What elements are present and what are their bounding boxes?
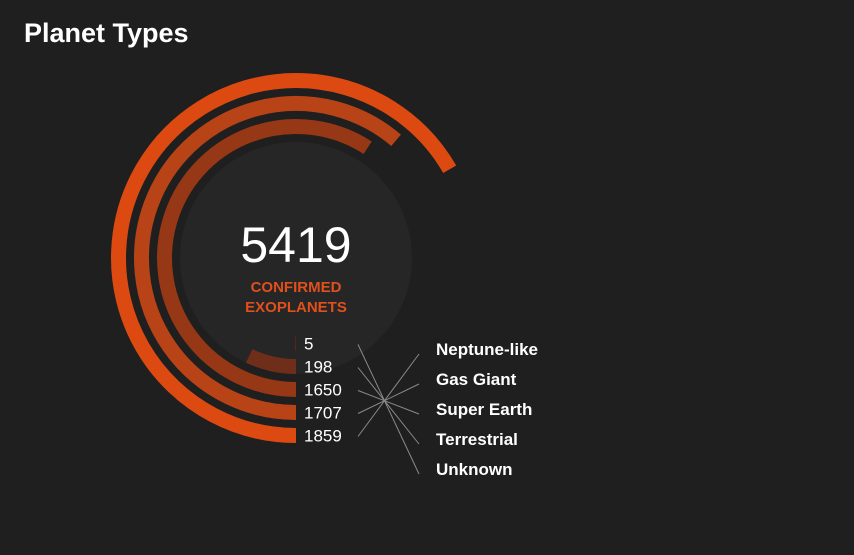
value-label-unknown: 5 — [304, 335, 313, 354]
arc-neptune-like — [111, 73, 457, 443]
value-label-neptune-like: 1859 — [304, 427, 342, 446]
arc-terrestrial — [245, 349, 297, 374]
arc-gas-giant — [134, 96, 401, 420]
leader-line-gas-giant — [357, 383, 420, 414]
label-group: 1859 Neptune-like 1707 Gas Giant 1650 Super E… — [304, 335, 538, 480]
category-label-neptune-like: Neptune-like — [436, 340, 538, 359]
page-title: Planet Types — [24, 18, 189, 48]
category-label-super-earth: Super Earth — [436, 400, 532, 419]
caption-line-2: EXOPLANETS — [245, 299, 347, 316]
category-label-unknown: Unknown — [436, 460, 513, 479]
value-label-super-earth: 1650 — [304, 381, 342, 400]
category-label-terrestrial: Terrestrial — [436, 430, 518, 449]
category-label-gas-giant: Gas Giant — [436, 370, 517, 389]
value-label-terrestrial: 198 — [304, 358, 332, 377]
leader-line-neptune-like — [357, 353, 420, 437]
center-circle — [180, 142, 412, 374]
arc-group — [111, 73, 457, 443]
arc-super-earth — [157, 119, 372, 397]
leader-line-terrestrial — [357, 367, 420, 445]
total-count: 5419 — [240, 217, 351, 273]
leader-line-unknown — [357, 344, 420, 475]
value-label-gas-giant: 1707 — [304, 404, 342, 423]
caption-line-1: CONFIRMED — [251, 279, 342, 296]
leader-line-super-earth — [357, 390, 420, 415]
